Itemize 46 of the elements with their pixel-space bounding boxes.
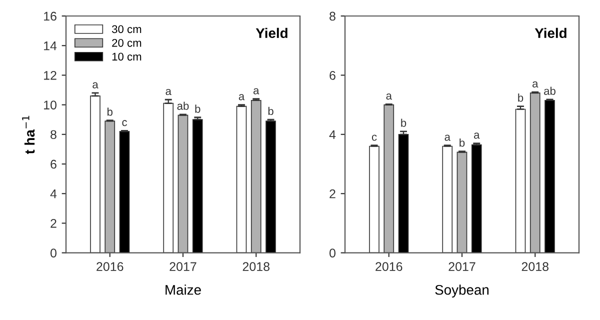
y-tick-label: 2 [50,219,56,228]
data-label: ab [544,86,556,95]
legend-label: 20 cm [112,38,142,47]
data-label: b [518,94,524,102]
data-label: a [238,94,245,100]
x-axis-title: Maize [166,284,201,295]
data-label: b [460,138,465,147]
data-label: b [268,106,274,116]
text: Yield [534,28,566,38]
x-tick-label: 2017 [448,262,476,272]
x-tick-label: 2016 [376,262,402,272]
y-tick-label: 6 [50,160,56,169]
y-tick-label: 4 [50,190,57,198]
data-label: ab [177,102,189,110]
data-label: b [108,108,112,116]
y-tick-label: 0 [330,248,336,258]
data-label: c [122,120,127,126]
data-label: a [92,82,98,88]
text: Yield [256,28,288,38]
data-label: b [195,104,200,113]
data-label: a [532,81,538,88]
y-tick-label: 0 [50,248,56,258]
y-tick-label: 8 [50,130,56,140]
y-tick-label: 2 [330,189,336,198]
x-tick-label: 2018 [242,262,270,272]
y-tick-label: 10 [44,100,56,110]
data-label: a [254,88,260,94]
y-tick-label: 8 [330,12,336,21]
y-tick-label: 16 [44,12,56,21]
data-label: a [474,132,480,139]
data-label: a [386,94,392,100]
data-label: a [166,88,172,96]
y-tick-label: 6 [330,71,336,80]
y-tick-label: 4 [329,130,336,139]
x-tick-label: 2017 [170,262,196,272]
data-label: b [401,118,406,127]
data-label: c [372,134,377,141]
legend-label: 10 cm [112,52,142,61]
x-axis-title: Soybean [435,284,489,298]
legend-label: 30 cm [112,25,142,34]
data-label: a [444,134,450,141]
y-tick-label: 14 [44,42,57,50]
x-tick-label: 2016 [96,262,124,272]
x-tick-label: 2018 [522,262,548,272]
y-axis-title: t ha$^{−1}$ [22,116,35,154]
y-tick-label: 12 [44,71,56,80]
